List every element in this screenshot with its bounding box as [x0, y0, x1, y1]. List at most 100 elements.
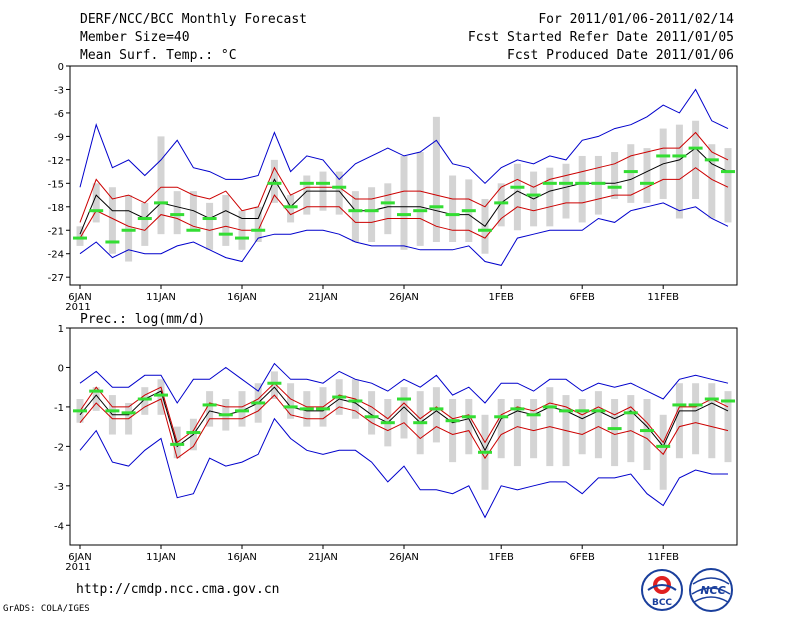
- temp-spread-bar: [627, 144, 635, 203]
- prec-xtick-year: 2011: [65, 562, 90, 573]
- temp-observed-mark: [218, 232, 233, 236]
- temp-spread-bar: [611, 152, 619, 199]
- temp-spread-bar: [497, 183, 505, 227]
- temp-observed-mark: [154, 201, 168, 205]
- temp-spread-bar: [76, 226, 84, 246]
- temp-observed-mark: [332, 185, 347, 189]
- temp-ytick-label: -9: [54, 132, 64, 143]
- prec-observed-mark: [623, 411, 638, 415]
- temp-spread-bar: [222, 195, 230, 246]
- prec-observed-mark: [704, 397, 719, 401]
- temp-spread-bar: [513, 163, 521, 231]
- prec-lower-spread-line: [79, 394, 729, 460]
- temp-spread-bar: [254, 206, 262, 242]
- prec-observed-mark: [137, 397, 152, 401]
- temp-spread-bar: [303, 175, 311, 215]
- temp-observed-mark: [235, 236, 249, 240]
- prec-observed-mark: [218, 413, 233, 417]
- prec-spread-bar: [465, 399, 473, 455]
- temp-observed-mark: [559, 181, 573, 185]
- temp-observed-mark: [721, 170, 735, 174]
- temp-observed-mark: [299, 181, 314, 185]
- prec-observed-mark: [299, 407, 314, 411]
- prec-ytick-label: 1: [58, 324, 64, 335]
- forecast-period-label: For 2011/01/06-2011/02/14: [538, 12, 734, 27]
- temp-spread-bar: [351, 191, 359, 242]
- temp-spread-bar: [173, 191, 181, 235]
- prec-ytick-label: 0: [58, 363, 64, 374]
- prec-spread-bar: [287, 383, 295, 419]
- temp-member-min-line: [79, 202, 729, 266]
- temp-spread-bar: [594, 155, 602, 215]
- temp-xtick-year: 2011: [65, 302, 90, 313]
- prec-observed-mark: [105, 409, 120, 413]
- prec-spread-bar: [708, 383, 716, 459]
- temp-xtick-label: 11JAN: [146, 292, 176, 303]
- prec-spread-bar: [368, 391, 376, 435]
- prec-spread-bar: [627, 395, 635, 463]
- temp-observed-mark: [170, 213, 185, 217]
- prec-spread-bar: [157, 379, 165, 415]
- temp-observed-mark: [251, 228, 266, 232]
- temp-observed-mark: [364, 209, 379, 213]
- temp-observed-mark: [445, 213, 460, 217]
- temp-ytick-label: 0: [58, 62, 64, 73]
- temp-observed-mark: [591, 181, 606, 185]
- temp-observed-mark: [575, 181, 590, 185]
- prec-observed-mark: [397, 397, 411, 401]
- temp-observed-mark: [510, 185, 525, 189]
- prec-spread-bar: [449, 399, 457, 463]
- temp-spread-bar: [368, 187, 376, 242]
- prec-observed-mark: [283, 405, 298, 409]
- prec-upper-spread-line: [79, 382, 729, 444]
- temp-ytick-label: -6: [54, 109, 64, 120]
- temp-spread-bar: [141, 202, 149, 246]
- temp-lower-spread-line: [79, 167, 729, 239]
- prec-xtick-label: 26JAN: [389, 552, 419, 563]
- temp-spread-bar: [335, 171, 343, 215]
- prec-observed-mark: [154, 393, 168, 397]
- prec-observed-mark: [89, 389, 104, 393]
- temp-observed-mark: [380, 201, 395, 205]
- temp-observed-mark: [688, 146, 703, 150]
- prec-observed-mark: [575, 409, 590, 413]
- prec-xtick-label: 21JAN: [308, 552, 338, 563]
- temp-ytick-label: -3: [54, 85, 64, 96]
- prec-spread-bar: [238, 391, 246, 427]
- temp-xtick-label: 26JAN: [389, 292, 419, 303]
- temp-spread-bar: [546, 167, 554, 227]
- source-url[interactable]: http://cmdp.ncc.cma.gov.cn: [76, 582, 280, 597]
- temp-observed-mark: [640, 181, 654, 185]
- temp-spread-bar: [108, 187, 116, 254]
- chart-title: DERF/NCC/BCC Monthly Forecast: [80, 12, 307, 27]
- temp-observed-mark: [526, 193, 541, 197]
- prec-spread-bar: [206, 391, 214, 427]
- temp-spread-bar: [724, 148, 732, 223]
- prec-observed-mark: [461, 415, 476, 419]
- temp-observed-mark: [73, 236, 87, 240]
- temp-xtick-label: 6FEB: [570, 292, 595, 303]
- temp-observed-mark: [186, 228, 201, 232]
- temp-observed-mark: [461, 209, 476, 213]
- prec-observed-mark: [348, 399, 363, 403]
- prec-observed-mark: [413, 421, 428, 425]
- temp-spread-bar: [157, 136, 165, 235]
- temp-observed-mark: [623, 170, 638, 174]
- temp-observed-mark: [121, 228, 136, 232]
- prec-ytick-label: -3: [54, 482, 64, 493]
- prec-observed-mark: [380, 421, 395, 425]
- prec-observed-mark: [591, 409, 606, 413]
- temp-ytick-label: -18: [48, 203, 64, 214]
- prec-observed-mark: [721, 399, 735, 403]
- precipitation-variable-label: Prec.: log(mm/d): [80, 312, 205, 327]
- bcc-logo-text: BCC: [652, 598, 672, 608]
- temp-spread-bar: [675, 124, 683, 219]
- temp-xtick-label: 16JAN: [227, 292, 257, 303]
- temp-spread-bar: [416, 152, 424, 246]
- ncc-logo: NCC: [689, 568, 733, 612]
- temp-spread-bar: [432, 116, 440, 242]
- temp-spread-bar: [287, 195, 295, 223]
- temp-observed-mark: [494, 201, 509, 205]
